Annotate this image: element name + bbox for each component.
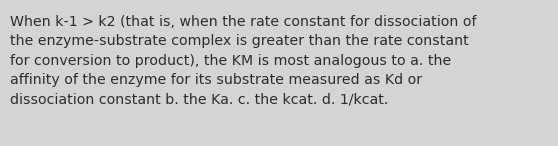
- Text: When k-1 > k2 (that is, when the rate constant for dissociation of
the enzyme-su: When k-1 > k2 (that is, when the rate co…: [10, 15, 477, 107]
